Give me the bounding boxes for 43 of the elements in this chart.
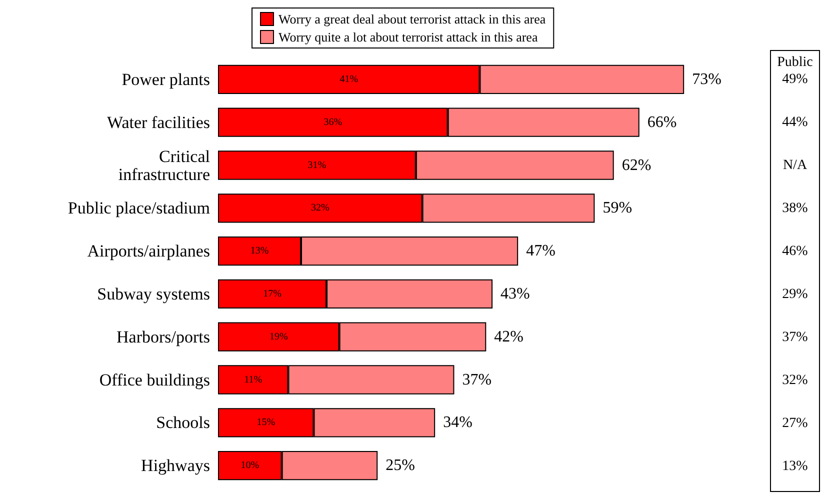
y-tick-label: Public place/stadium [68,198,210,218]
y-tick-label: Harbors/ports [116,327,210,346]
text: 49% [781,71,809,90]
data-label: 10% [240,460,260,472]
data-label: 15% [256,417,276,428]
text: 37% [781,328,809,347]
data-label: 31% [308,160,326,171]
data-label: 17% [263,288,282,300]
y-tick-label: Power plants [122,70,210,89]
data-label: 11% [244,374,262,386]
total-label: 73% [692,70,722,88]
text: 13% [781,458,809,476]
data-label: 41% [340,74,358,85]
text: 46% [781,243,809,262]
y-tick-label: Schools [156,413,210,432]
data-label: 13% [250,246,269,257]
data-label: 32% [310,202,330,214]
total-label: 25% [386,457,415,474]
y-tick-label: Subway systems [97,284,210,304]
text: 38% [781,200,809,218]
text: 44% [781,114,809,132]
total-label: 66% [647,114,677,131]
total-label: 62% [622,156,652,174]
text: 29% [781,286,809,304]
total-label: 59% [602,200,632,217]
y-tick-label: Critical infrastructure [118,146,210,184]
total-label: 47% [526,242,556,260]
data-label: 19% [269,331,288,342]
text: N/A [782,157,808,176]
y-tick-label: Office buildings [99,370,210,390]
total-label: 42% [494,328,524,346]
total-label: 34% [443,414,472,432]
total-label: 43% [500,285,530,302]
text: 27% [781,414,809,433]
legend-label: Worry a great deal about terrorist attack in this area [278,12,546,26]
total-label: 37% [462,371,492,388]
text: 32% [781,372,809,390]
data-label: 36% [324,116,342,128]
y-tick-label: Highways [141,456,210,476]
y-tick-label: Airports/airplanes [87,242,210,261]
y-tick-label: Water facilities [107,112,210,132]
text: Public [776,55,814,71]
legend-label: Worry quite a lot about terrorist attack in this area [278,30,538,44]
